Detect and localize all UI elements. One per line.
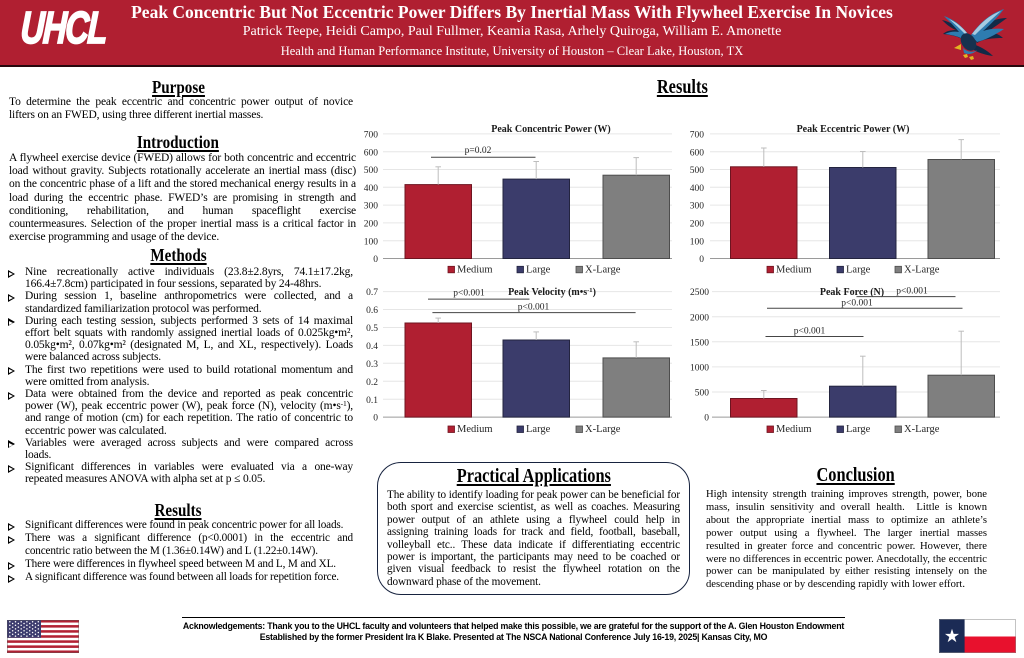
svg-text:0: 0 <box>704 414 709 424</box>
svg-text:Medium: Medium <box>457 424 493 435</box>
svg-text:200: 200 <box>690 220 705 230</box>
svg-text:Medium: Medium <box>457 265 493 276</box>
svg-text:1000: 1000 <box>690 364 709 374</box>
svg-text:600: 600 <box>690 148 705 158</box>
svg-text:X-Large: X-Large <box>904 424 940 435</box>
svg-text:X-Large: X-Large <box>904 265 940 276</box>
svg-text:0.2: 0.2 <box>366 378 378 388</box>
svg-text:X-Large: X-Large <box>585 265 621 276</box>
svg-text:200: 200 <box>364 220 379 230</box>
svg-text:Medium: Medium <box>776 265 812 276</box>
svg-text:Peak Force (N): Peak Force (N) <box>820 287 884 298</box>
svg-text:p<0.001: p<0.001 <box>794 327 826 337</box>
svg-text:Large: Large <box>846 265 871 276</box>
svg-text:100: 100 <box>690 237 705 247</box>
svg-text:1500: 1500 <box>690 338 709 348</box>
svg-text:0: 0 <box>373 414 378 424</box>
svg-text:400: 400 <box>690 184 705 194</box>
svg-text:Medium: Medium <box>776 424 812 435</box>
svg-text:p=0.02: p=0.02 <box>465 146 492 156</box>
svg-text:Large: Large <box>526 424 551 435</box>
svg-text:0.4: 0.4 <box>366 342 378 352</box>
svg-text:400: 400 <box>364 184 379 194</box>
svg-text:300: 300 <box>690 202 705 212</box>
svg-text:p<0.001: p<0.001 <box>841 299 873 309</box>
svg-text:500: 500 <box>364 166 379 176</box>
svg-text:Large: Large <box>846 424 871 435</box>
svg-text:500: 500 <box>695 389 710 399</box>
svg-text:X-Large: X-Large <box>585 424 621 435</box>
svg-text:2000: 2000 <box>690 313 709 323</box>
svg-text:Peak Velocity (m•s-1): Peak Velocity (m•s-1) <box>508 287 596 299</box>
svg-text:p<0.001: p<0.001 <box>453 289 485 299</box>
svg-text:0.6: 0.6 <box>366 306 378 316</box>
svg-text:0: 0 <box>699 255 704 265</box>
svg-text:0.7: 0.7 <box>366 288 378 298</box>
svg-text:0.3: 0.3 <box>366 360 378 370</box>
svg-text:2500: 2500 <box>690 288 709 298</box>
svg-text:p<0.001: p<0.001 <box>896 287 928 297</box>
svg-text:500: 500 <box>690 166 705 176</box>
svg-text:Large: Large <box>526 265 551 276</box>
svg-text:Peak Concentric Power (W): Peak Concentric Power (W) <box>491 124 611 135</box>
svg-text:600: 600 <box>364 148 379 158</box>
svg-text:700: 700 <box>364 131 379 141</box>
svg-text:p<0.001: p<0.001 <box>518 303 550 313</box>
svg-text:300: 300 <box>364 202 379 212</box>
svg-text:700: 700 <box>690 131 705 141</box>
svg-text:0: 0 <box>373 255 378 265</box>
svg-text:100: 100 <box>364 237 379 247</box>
svg-text:0.1: 0.1 <box>366 396 378 406</box>
svg-text:0.5: 0.5 <box>366 324 378 334</box>
svg-text:Peak Eccentric Power (W): Peak Eccentric Power (W) <box>797 124 910 135</box>
